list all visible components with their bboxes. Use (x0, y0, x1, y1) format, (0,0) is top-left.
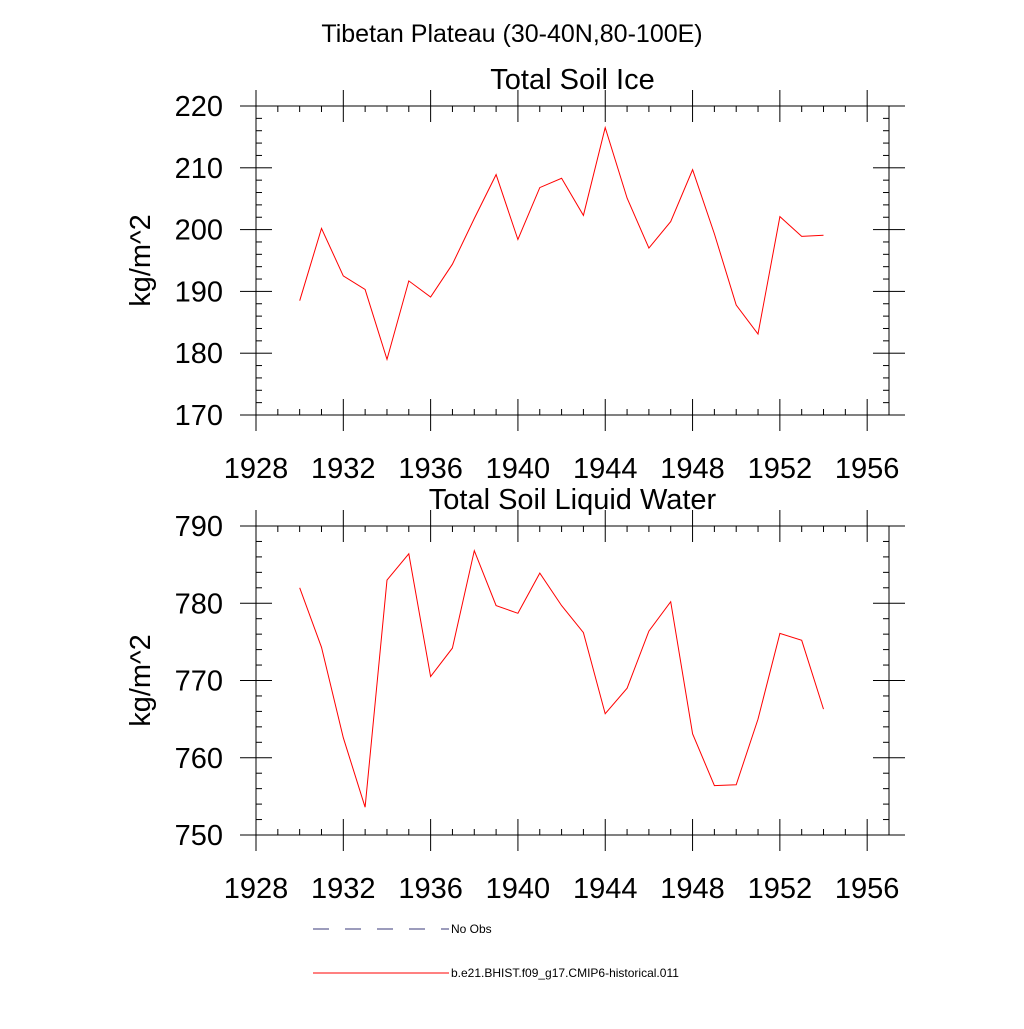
panel-title: Total Soil Ice (490, 64, 654, 96)
data-point (342, 274, 345, 277)
panel-title: Total Soil Liquid Water (429, 484, 717, 516)
y-tick-label: 780 (175, 588, 223, 620)
x-tick-label: 1956 (835, 453, 900, 485)
data-point (516, 612, 519, 615)
data-point (560, 604, 563, 607)
x-tick-label: 1944 (573, 453, 638, 485)
data-point (822, 708, 825, 711)
data-point (691, 168, 694, 171)
data-point (582, 631, 585, 634)
y-tick-label: 770 (175, 666, 223, 698)
legend-label: b.e21.BHIST.f09_g17.CMIP6-historical.011 (451, 966, 679, 980)
data-point (298, 586, 301, 589)
x-tick-label: 1952 (748, 873, 813, 905)
data-point (647, 247, 650, 250)
x-tick-label: 1928 (224, 453, 289, 485)
x-tick-label: 1932 (311, 453, 376, 485)
data-point (626, 197, 629, 200)
y-tick-label: 190 (175, 276, 223, 308)
data-point (429, 295, 432, 298)
plot-frame (255, 105, 890, 416)
data-point (582, 214, 585, 217)
data-point (364, 806, 367, 809)
x-tick-label: 1936 (398, 873, 463, 905)
data-point (735, 783, 738, 786)
data-point (364, 288, 367, 291)
data-point (495, 604, 498, 607)
series-line (299, 125, 824, 362)
x-tick-label: 1956 (835, 873, 900, 905)
y-tick-label: 220 (175, 91, 223, 123)
x-tick-label: 1940 (486, 453, 551, 485)
data-point (407, 552, 410, 555)
data-point (713, 784, 716, 787)
data-point (473, 549, 476, 552)
y-tick-label: 210 (175, 153, 223, 185)
plot-frame (255, 525, 890, 836)
data-point (538, 186, 541, 189)
y-tick-label: 790 (175, 511, 223, 543)
data-point (800, 235, 803, 238)
data-point (669, 220, 672, 223)
x-tick-label: 1948 (660, 453, 725, 485)
data-point (451, 647, 454, 650)
data-point (516, 238, 519, 241)
series-line (299, 549, 824, 808)
figure-title: Tibetan Plateau (30-40N,80-100E) (321, 20, 702, 48)
data-point (342, 736, 345, 739)
x-tick-label: 1944 (573, 873, 638, 905)
data-point (626, 687, 629, 690)
x-tick-label: 1932 (311, 873, 376, 905)
data-point (320, 227, 323, 230)
data-point (385, 358, 388, 361)
data-point (800, 639, 803, 642)
y-tick-label: 750 (175, 820, 223, 852)
data-point (757, 718, 760, 721)
data-point (538, 572, 541, 575)
data-point (669, 600, 672, 603)
x-tick-label: 1948 (660, 873, 725, 905)
panel-total-soil-liquid-water: Total Soil Liquid Water 1928 1932 1936 1940 1… (125, 484, 905, 905)
data-point (757, 333, 760, 336)
y-tick-label: 170 (175, 400, 223, 432)
data-point (298, 299, 301, 302)
data-point (713, 232, 716, 235)
data-point (822, 234, 825, 237)
data-point (429, 675, 432, 678)
data-point (778, 215, 781, 218)
data-point (604, 712, 607, 715)
x-tick-label: 1952 (748, 453, 813, 485)
panel-total-soil-ice: Total Soil Ice 1928 1932 1936 1940 1944 1948 19… (125, 64, 905, 485)
x-tick-label: 1936 (398, 453, 463, 485)
legend-label: No Obs (451, 922, 492, 936)
data-point (320, 646, 323, 649)
data-point (735, 303, 738, 306)
data-point (560, 177, 563, 180)
data-point (604, 126, 607, 129)
y-axis-label: kg/m^2 (125, 634, 157, 727)
data-point (495, 173, 498, 176)
data-point (407, 279, 410, 282)
data-point (647, 630, 650, 633)
data-point (451, 263, 454, 266)
legend: No Obs b.e21.BHIST.f09_g17.CMIP6-historic… (313, 922, 679, 980)
x-tick-label: 1940 (486, 873, 551, 905)
y-axis-label: kg/m^2 (125, 214, 157, 307)
data-point (778, 632, 781, 635)
data-point (385, 579, 388, 582)
data-point (691, 732, 694, 735)
y-tick-label: 760 (175, 743, 223, 775)
y-tick-label: 180 (175, 338, 223, 370)
x-tick-label: 1928 (224, 873, 289, 905)
data-point (473, 217, 476, 220)
y-tick-label: 200 (175, 215, 223, 247)
